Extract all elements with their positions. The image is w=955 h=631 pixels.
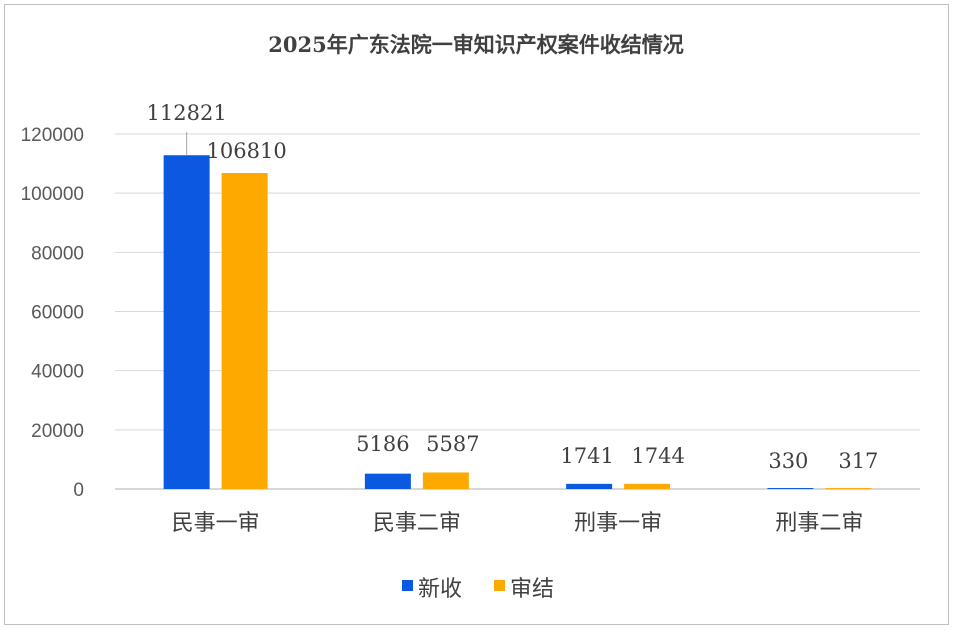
chart-title: 2025年广东法院一审知识产权案件收结情况	[268, 32, 683, 57]
x-tick-label: 民事一审	[172, 511, 260, 536]
data-label: 112821	[147, 101, 227, 125]
bars	[163, 155, 872, 490]
bar-new	[163, 155, 210, 490]
data-label: 1744	[631, 444, 684, 468]
x-axis: 民事一审 民事二审 刑事一审 刑事二审	[172, 511, 864, 536]
data-label: 5587	[426, 432, 479, 456]
bar-closed	[624, 483, 671, 489]
data-label: 106810	[207, 139, 287, 163]
y-tick-label: 60000	[31, 303, 84, 324]
data-label: 317	[838, 449, 878, 473]
bar-new	[364, 473, 411, 489]
data-label: 5186	[356, 432, 409, 456]
data-labels: 112821 106810 5186 5587 1741 1744 330 317	[147, 101, 879, 473]
bar-closed	[825, 488, 872, 489]
legend-label: 审结	[510, 577, 554, 602]
y-tick-label: 20000	[31, 421, 84, 442]
chart-frame	[4, 4, 949, 625]
bar-new	[566, 483, 613, 489]
x-tick-label: 刑事一审	[574, 511, 662, 536]
y-tick-label: 40000	[31, 362, 84, 383]
legend: 新收 审结	[402, 577, 554, 602]
x-tick-label: 刑事二审	[775, 511, 863, 536]
y-tick-label: 80000	[31, 243, 84, 264]
data-label: 330	[768, 449, 808, 473]
x-tick-label: 民事二审	[373, 511, 461, 536]
legend-swatch	[402, 580, 413, 591]
y-tick-label: 120000	[21, 125, 84, 146]
y-tick-label: 0	[73, 480, 84, 501]
legend-swatch	[494, 580, 505, 591]
bar-closed	[221, 173, 268, 489]
legend-label: 新收	[418, 577, 462, 602]
data-label: 1741	[560, 444, 613, 468]
y-tick-label: 100000	[21, 184, 84, 205]
bar-closed	[422, 472, 469, 489]
bar-new	[767, 488, 814, 489]
